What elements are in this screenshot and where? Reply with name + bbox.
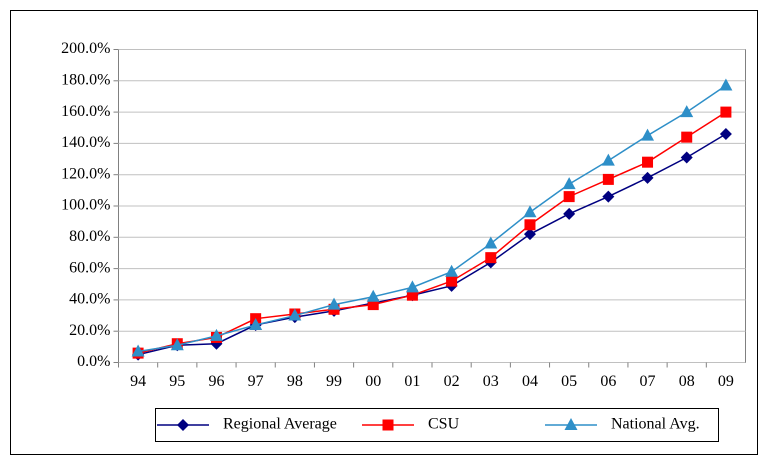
marker bbox=[485, 252, 497, 264]
x-tick-label: 04 bbox=[522, 373, 538, 390]
marker bbox=[641, 128, 655, 141]
legend-marker bbox=[564, 418, 578, 430]
x-tick-label: 94 bbox=[130, 373, 146, 390]
marker bbox=[641, 171, 654, 184]
x-tick-label: 99 bbox=[326, 373, 342, 390]
x-tick-label: 00 bbox=[365, 373, 381, 390]
marker bbox=[681, 131, 693, 143]
marker bbox=[562, 177, 576, 190]
y-tick-label: 0.0% bbox=[77, 353, 110, 370]
marker bbox=[524, 219, 536, 231]
marker bbox=[563, 191, 575, 203]
legend-label: National Avg. bbox=[611, 416, 700, 433]
marker bbox=[405, 280, 419, 293]
marker bbox=[366, 289, 380, 302]
marker bbox=[602, 173, 614, 185]
marker bbox=[602, 190, 615, 203]
series-line bbox=[137, 111, 727, 354]
marker bbox=[523, 205, 537, 218]
marker bbox=[601, 153, 615, 166]
y-tick-label: 40.0% bbox=[69, 291, 110, 308]
series-line bbox=[137, 133, 727, 356]
marker bbox=[642, 156, 654, 168]
marker bbox=[170, 338, 184, 351]
marker bbox=[249, 317, 263, 330]
legend bbox=[155, 408, 719, 442]
marker bbox=[719, 128, 732, 141]
x-tick-label: 08 bbox=[679, 373, 695, 390]
marker bbox=[209, 328, 223, 341]
legend-label: Regional Average bbox=[223, 416, 337, 433]
x-tick-label: 96 bbox=[208, 373, 224, 390]
marker bbox=[445, 264, 459, 277]
y-tick-label: 180.0% bbox=[61, 71, 110, 88]
series-line bbox=[137, 84, 727, 353]
x-tick-label: 03 bbox=[483, 373, 499, 390]
legend-label: CSU bbox=[428, 416, 460, 433]
x-tick-label: 01 bbox=[404, 373, 420, 390]
marker bbox=[719, 78, 733, 91]
y-tick-label: 80.0% bbox=[69, 228, 110, 245]
x-tick-label: 05 bbox=[561, 373, 577, 390]
marker bbox=[720, 106, 732, 118]
x-tick-label: 97 bbox=[248, 373, 264, 390]
y-tick-label: 200.0% bbox=[61, 40, 110, 57]
marker bbox=[446, 275, 458, 287]
marker bbox=[484, 236, 498, 249]
marker bbox=[680, 151, 693, 164]
x-tick-label: 02 bbox=[444, 373, 460, 390]
legend-marker bbox=[177, 419, 189, 431]
x-tick-label: 95 bbox=[169, 373, 185, 390]
marker bbox=[523, 228, 536, 241]
y-tick-label: 60.0% bbox=[69, 259, 110, 276]
y-tick-label: 160.0% bbox=[61, 103, 110, 120]
x-tick-label: 09 bbox=[718, 373, 734, 390]
marker bbox=[131, 344, 145, 357]
marker bbox=[288, 308, 302, 321]
marker bbox=[680, 105, 694, 118]
y-tick-label: 140.0% bbox=[61, 134, 110, 151]
marker bbox=[367, 299, 379, 311]
y-tick-label: 20.0% bbox=[69, 322, 110, 339]
y-tick-label: 120.0% bbox=[61, 165, 110, 182]
x-tick-label: 06 bbox=[600, 373, 616, 390]
marker bbox=[563, 207, 576, 220]
marker bbox=[327, 297, 341, 310]
y-tick-label: 100.0% bbox=[61, 197, 110, 214]
x-tick-label: 07 bbox=[640, 373, 656, 390]
legend-marker bbox=[382, 419, 394, 431]
x-tick-label: 98 bbox=[287, 373, 303, 390]
marker bbox=[406, 289, 418, 301]
